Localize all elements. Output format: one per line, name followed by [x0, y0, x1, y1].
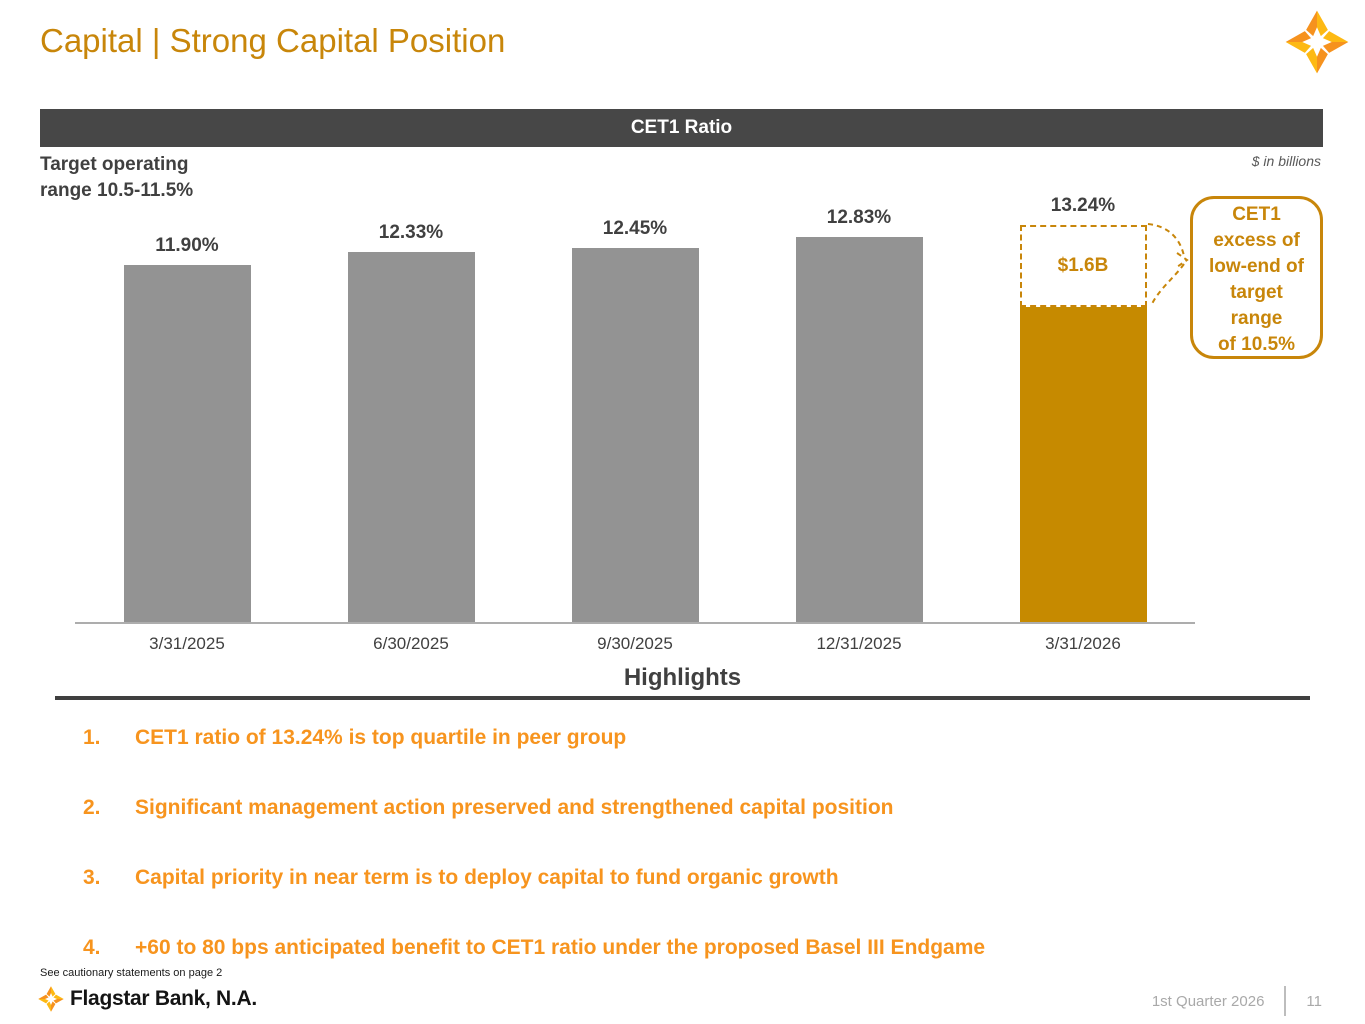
target-range-note: Target operating range 10.5-11.5%: [40, 154, 194, 201]
callout-box: CET1 excess of low-end of target range o…: [1190, 196, 1323, 359]
bar-highlighted: $1.6B: [1019, 225, 1147, 622]
x-axis-label: 3/31/2025: [149, 634, 225, 653]
bar-value-label: 13.24%: [1050, 195, 1116, 216]
highlight-text: +60 to 80 bps anticipated benefit to CET…: [135, 936, 986, 959]
bar-value-label: 12.33%: [378, 222, 444, 243]
highlight-number: 2.: [83, 796, 101, 819]
bar: [347, 252, 475, 622]
bar: [795, 237, 923, 622]
page-title: Capital | Strong Capital Position: [40, 22, 506, 59]
x-axis-labels: 3/31/2025 6/30/2025 9/30/2025 12/31/2025 3/3…: [75, 634, 1195, 658]
bar: [123, 265, 251, 622]
cet1-chart: 11.90% 12.33% 12.45% 12.83% 13.24% $1.6B: [75, 185, 1195, 622]
highlight-text: CET1 ratio of 13.24% is top quartile in …: [135, 726, 627, 749]
callout-pointer-icon: [1147, 223, 1189, 307]
footer-divider: [1284, 986, 1287, 1016]
bar-value-label: 11.90%: [155, 235, 219, 256]
page-number: 11: [1306, 992, 1322, 1010]
cautionary-note: See cautionary statements on page 2: [40, 967, 223, 979]
footer-period: 1st Quarter 2026: [1151, 992, 1265, 1010]
x-axis-label: 3/31/2026: [1045, 634, 1121, 653]
highlight-number: 3.: [83, 866, 101, 889]
bar-value-label: 12.83%: [826, 207, 892, 228]
highlight-text: Capital priority in near term is to depl…: [135, 866, 839, 889]
bar-solid-segment: [1019, 307, 1147, 622]
flagstar-logo-icon: [1285, 10, 1349, 74]
brand-name: Flagstar Bank, N.A.: [70, 987, 257, 1010]
x-axis-label: 6/30/2025: [373, 634, 449, 653]
footer-brand: Flagstar Bank, N.A.: [38, 986, 257, 1012]
units-note: $ in billions: [1251, 153, 1321, 169]
highlight-number: 1.: [83, 726, 101, 749]
chart-title-banner: CET1 Ratio: [40, 109, 1323, 147]
footer-meta: 1st Quarter 2026 11: [1152, 986, 1322, 1016]
chart-title: CET1 Ratio: [630, 117, 733, 138]
highlights-title: Highlights: [623, 664, 742, 691]
x-axis-label: 12/31/2025: [816, 634, 902, 653]
x-axis-line: [75, 622, 1195, 624]
excess-dashed-box: $1.6B: [1019, 225, 1147, 307]
bar-value-label: 12.45%: [602, 218, 668, 239]
bar: [571, 248, 699, 622]
section-divider: [55, 696, 1310, 700]
flagstar-star-icon: [38, 986, 64, 1012]
highlight-number: 4.: [83, 936, 101, 959]
x-axis-label: 9/30/2025: [597, 634, 673, 653]
highlight-text: Significant management action preserved …: [135, 796, 894, 819]
